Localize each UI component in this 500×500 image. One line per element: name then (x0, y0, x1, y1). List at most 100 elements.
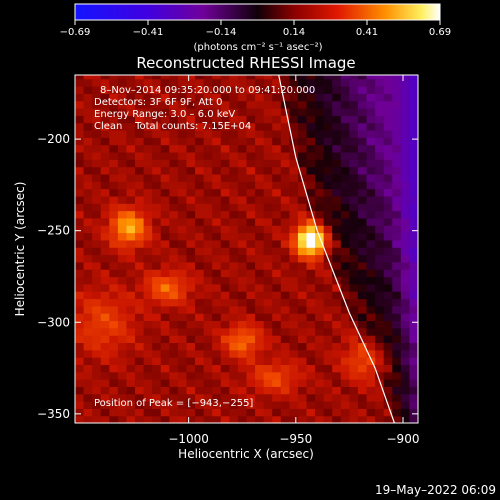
heatmap-cell (109, 85, 119, 94)
heatmap-cell (349, 261, 359, 270)
heatmap-cell (229, 269, 239, 278)
heatmap-cell (315, 342, 325, 351)
heatmap-cell (297, 239, 308, 248)
heatmap-cell (177, 122, 188, 131)
heatmap-cell (126, 386, 136, 395)
heatmap-cell (306, 357, 316, 365)
heatmap-cell (212, 261, 222, 270)
heatmap-cell (375, 393, 385, 402)
heatmap-cell (349, 327, 359, 336)
heatmap-cell (109, 401, 119, 409)
heatmap-cell (186, 364, 196, 373)
heatmap-cell (75, 371, 85, 380)
heatmap-cell (297, 181, 308, 190)
heatmap-cell (315, 298, 325, 307)
heatmap-cell (152, 379, 162, 387)
heatmap-cell (246, 115, 256, 124)
heatmap-cell (280, 203, 290, 212)
heatmap-cell (212, 335, 222, 344)
heatmap-cell (297, 291, 308, 300)
heatmap-cell (332, 247, 342, 256)
heatmap-cell (160, 320, 170, 329)
heatmap-cell (195, 115, 205, 124)
heatmap-cell (409, 247, 418, 256)
heatmap-cell (366, 313, 376, 322)
heatmap-cell (195, 357, 205, 365)
heatmap-cell (263, 144, 273, 153)
heatmap-cell (255, 122, 265, 131)
heatmap-cell (203, 129, 213, 138)
heatmap-cell (383, 195, 393, 204)
heatmap-cell (357, 247, 368, 256)
heatmap-cell (255, 195, 265, 204)
heatmap-cell (349, 217, 359, 226)
heatmap-cell (366, 298, 376, 307)
heatmap-cell (195, 85, 205, 94)
heatmap-cell (306, 217, 316, 226)
heatmap-cell (306, 75, 316, 80)
heatmap-cell (160, 305, 170, 314)
heatmap-cell (255, 386, 265, 395)
heatmap-cell (375, 313, 385, 322)
heatmap-image (75, 75, 418, 423)
heatmap-cell (117, 393, 128, 402)
heatmap-cell (195, 78, 205, 87)
heatmap-cell (366, 364, 376, 373)
heatmap-cell (75, 232, 85, 241)
heatmap-cell (195, 283, 205, 292)
heatmap-cell (255, 379, 265, 387)
heatmap-cell (349, 232, 359, 241)
heatmap-cell (297, 225, 308, 234)
heatmap-cell (160, 386, 170, 395)
heatmap-cell (186, 335, 196, 344)
heatmap-cell (143, 232, 153, 241)
heatmap-cell (340, 188, 350, 197)
heatmap-cell (195, 313, 205, 322)
heatmap-cell (383, 313, 393, 322)
heatmap-cell (83, 93, 93, 102)
heatmap-cell (246, 401, 256, 409)
heatmap-cell (83, 225, 93, 234)
heatmap-cell (100, 159, 110, 168)
heatmap-cell (100, 276, 110, 285)
heatmap-cell (332, 401, 342, 409)
heatmap-cell (349, 107, 359, 116)
heatmap-cell (272, 181, 282, 190)
heatmap-cell (366, 93, 376, 102)
heatmap-cell (323, 75, 333, 80)
heatmap-cell (349, 342, 359, 351)
heatmap-cell (100, 137, 110, 146)
heatmap-cell (400, 247, 411, 256)
heatmap-cell (83, 195, 93, 204)
heatmap-cell (255, 305, 265, 314)
heatmap-cell (229, 144, 239, 153)
heatmap-cell (109, 386, 119, 395)
heatmap-cell (220, 239, 230, 248)
heatmap-cell (392, 159, 402, 168)
heatmap-cell (280, 210, 290, 219)
heatmap-cell (109, 408, 119, 417)
heatmap-cell (135, 188, 145, 197)
heatmap-cell (332, 85, 342, 94)
heatmap-cell (392, 75, 402, 80)
heatmap-cell (195, 239, 205, 248)
heatmap-cell (83, 217, 93, 226)
heatmap-cell (169, 195, 179, 204)
heatmap-cell (195, 386, 205, 395)
heatmap-cell (375, 203, 385, 212)
heatmap-cell (400, 379, 411, 387)
heatmap-cell (383, 232, 393, 241)
heatmap-cell (392, 320, 402, 329)
heatmap-cell (272, 342, 282, 351)
heatmap-cell (195, 144, 205, 153)
heatmap-cell (75, 393, 85, 402)
heatmap-cell (109, 239, 119, 248)
heatmap-cell (332, 188, 342, 197)
heatmap-cell (169, 342, 179, 351)
heatmap-cell (220, 166, 230, 175)
heatmap-cell (152, 210, 162, 219)
heatmap-cell (83, 203, 93, 212)
heatmap-cell (75, 195, 85, 204)
heatmap-cell (297, 115, 308, 124)
heatmap-cell (383, 305, 393, 314)
